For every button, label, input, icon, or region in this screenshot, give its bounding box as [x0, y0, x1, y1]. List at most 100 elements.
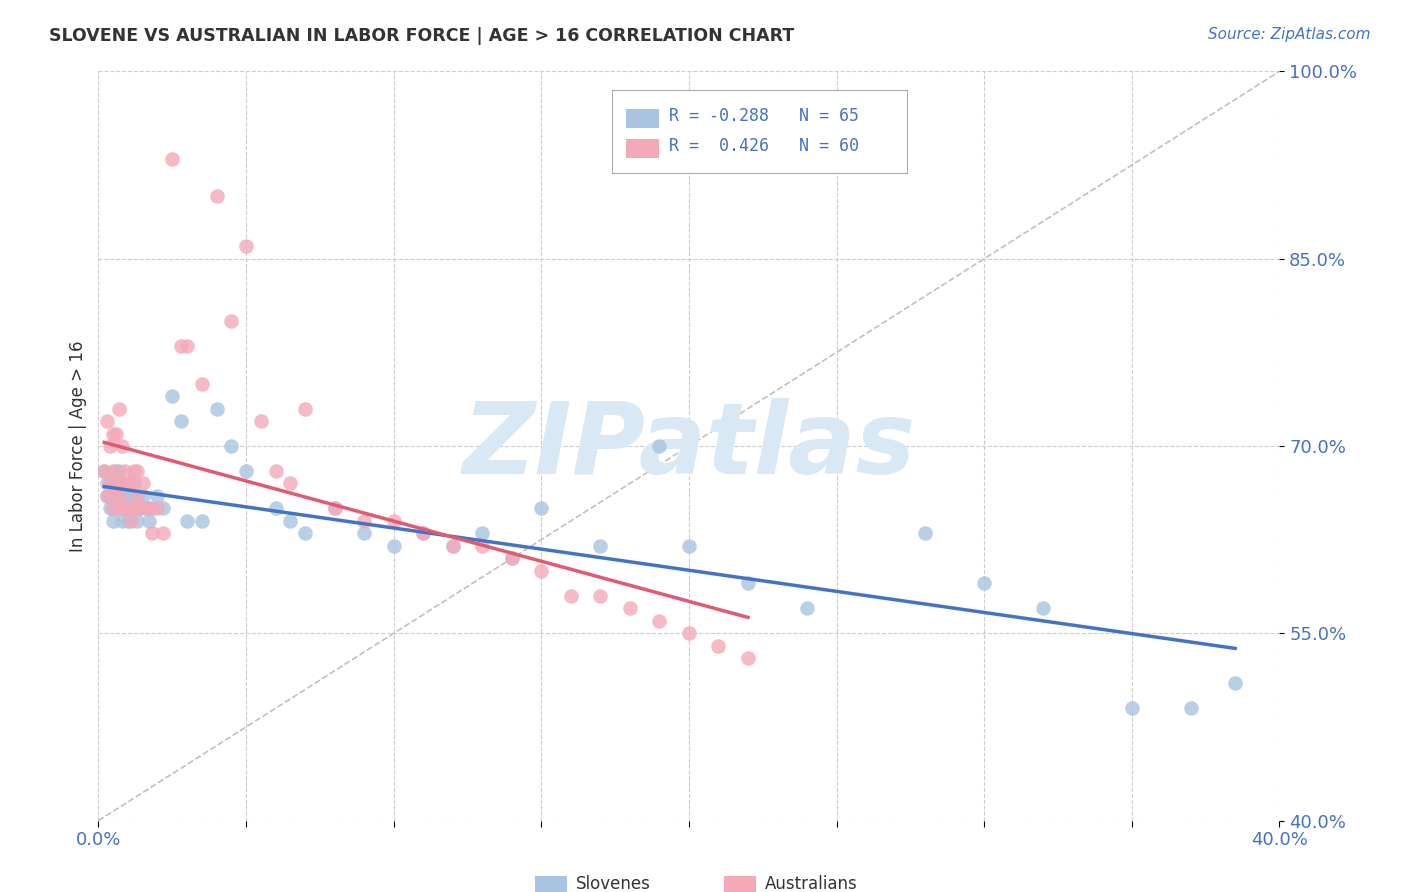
Point: [152, 526, 174, 541]
Point: [111, 476, 134, 491]
Point: [122, 501, 145, 516]
Point: [678, 626, 700, 640]
Point: [205, 401, 228, 416]
Point: [1180, 701, 1202, 715]
Point: [176, 514, 198, 528]
Point: [796, 601, 818, 615]
Point: [132, 489, 155, 503]
Point: [105, 476, 128, 491]
Text: R = -0.288   N = 65: R = -0.288 N = 65: [669, 106, 859, 125]
Point: [98, 476, 121, 491]
Point: [146, 501, 169, 516]
Point: [117, 501, 139, 516]
Point: [108, 464, 131, 478]
Point: [114, 464, 136, 478]
Point: [122, 476, 145, 491]
Point: [135, 501, 157, 516]
Point: [737, 651, 759, 665]
Point: [1121, 701, 1143, 715]
Point: [114, 501, 136, 516]
Point: [973, 576, 995, 591]
Point: [1225, 676, 1247, 690]
Point: [98, 501, 121, 516]
Text: Australians: Australians: [765, 875, 858, 892]
Point: [648, 614, 671, 628]
Point: [135, 501, 157, 516]
Point: [128, 501, 150, 516]
Point: [280, 514, 302, 528]
Point: [111, 501, 134, 516]
Point: [120, 501, 142, 516]
Point: [128, 501, 150, 516]
Point: [235, 464, 257, 478]
Point: [530, 501, 553, 516]
Point: [108, 489, 131, 503]
Point: [471, 539, 494, 553]
Point: [117, 476, 139, 491]
Point: [501, 551, 523, 566]
Point: [103, 501, 125, 516]
Point: [120, 476, 142, 491]
Point: [105, 426, 128, 441]
Point: [162, 152, 183, 166]
Point: [138, 514, 160, 528]
Point: [323, 501, 346, 516]
Point: [103, 514, 125, 528]
Text: R =  0.426   N = 60: R = 0.426 N = 60: [669, 137, 859, 155]
Point: [353, 514, 375, 528]
Point: [98, 476, 121, 491]
Point: [111, 501, 134, 516]
Point: [471, 526, 494, 541]
Point: [122, 464, 145, 478]
Point: [264, 464, 287, 478]
Point: [589, 539, 612, 553]
Bar: [626, 139, 659, 158]
Point: [250, 414, 273, 428]
Text: SLOVENE VS AUSTRALIAN IN LABOR FORCE | AGE > 16 CORRELATION CHART: SLOVENE VS AUSTRALIAN IN LABOR FORCE | A…: [49, 27, 794, 45]
Point: [141, 526, 163, 541]
Point: [117, 514, 139, 528]
Point: [117, 501, 139, 516]
Point: [205, 189, 228, 203]
Point: [737, 576, 759, 591]
Point: [105, 464, 128, 478]
Point: [560, 589, 582, 603]
Point: [125, 489, 148, 503]
Point: [114, 501, 136, 516]
Point: [103, 464, 125, 478]
Point: [117, 476, 139, 491]
Point: [103, 489, 125, 503]
Point: [103, 426, 125, 441]
Point: [382, 514, 405, 528]
Point: [323, 501, 346, 516]
Point: [120, 489, 142, 503]
Point: [111, 476, 134, 491]
Point: [170, 339, 193, 353]
Point: [98, 439, 121, 453]
Point: [96, 414, 118, 428]
Point: [125, 464, 148, 478]
Point: [105, 489, 128, 503]
Point: [96, 489, 118, 503]
Point: [1032, 601, 1054, 615]
Point: [707, 639, 730, 653]
Point: [648, 439, 671, 453]
Point: [221, 439, 243, 453]
Point: [619, 601, 641, 615]
Point: [141, 501, 163, 516]
Point: [114, 489, 136, 503]
Point: [105, 489, 128, 503]
Point: [96, 489, 118, 503]
Point: [98, 489, 121, 503]
Point: [264, 501, 287, 516]
Point: [382, 539, 405, 553]
Point: [108, 489, 131, 503]
Point: [125, 489, 148, 503]
Point: [108, 476, 131, 491]
Point: [221, 314, 243, 328]
Point: [294, 401, 316, 416]
Point: [589, 589, 612, 603]
Point: [138, 501, 160, 516]
Point: [103, 501, 125, 516]
Point: [501, 551, 523, 566]
